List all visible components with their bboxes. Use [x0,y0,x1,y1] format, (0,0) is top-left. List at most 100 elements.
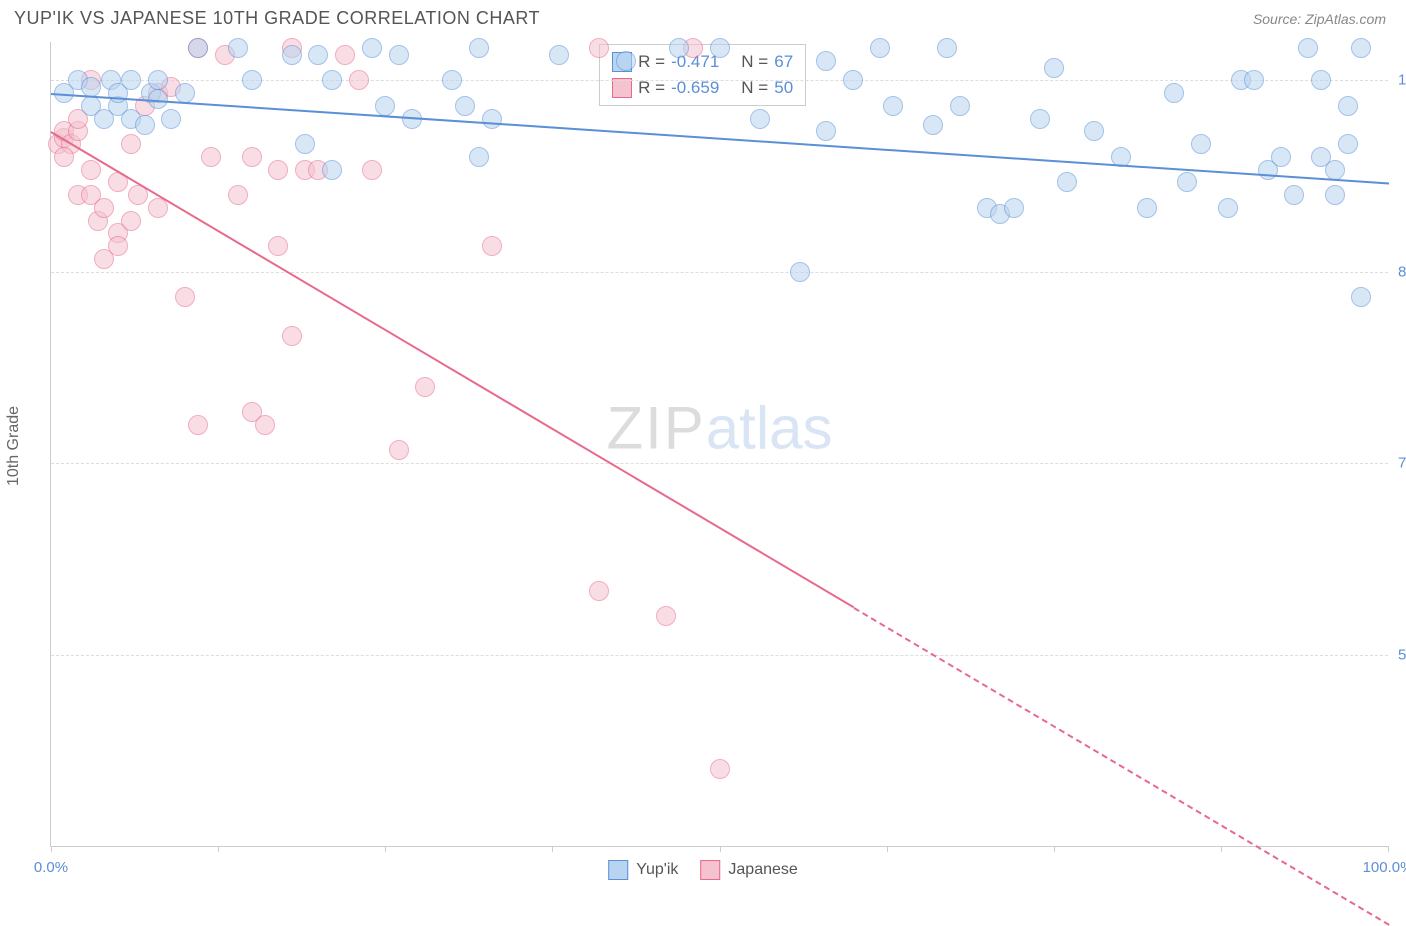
yupik-point [469,147,489,167]
legend-label: Yup'ik [636,861,678,879]
japanese-trendline [50,132,854,609]
yupik-point [121,70,141,90]
yupik-point [148,70,168,90]
x-tick [385,846,386,852]
x-tick [1221,846,1222,852]
x-tick [1054,846,1055,852]
yupik-point [375,96,395,116]
yupik-point [188,38,208,58]
x-tick-label: 100.0% [1363,859,1406,876]
yupik-point [1164,83,1184,103]
yupik-point [282,45,302,65]
yupik-point [1284,185,1304,205]
source-label: Source: ZipAtlas.com [1253,11,1386,27]
japanese-point [362,160,382,180]
chart-container: YUP'IK VS JAPANESE 10TH GRADE CORRELATIO… [0,0,1406,892]
yupik-point [161,109,181,129]
chart-title: YUP'IK VS JAPANESE 10TH GRADE CORRELATIO… [14,8,540,29]
japanese-point [228,185,248,205]
yupik-point [1351,38,1371,58]
yupik-point [950,96,970,116]
japanese-point [710,759,730,779]
yupik-point [228,38,248,58]
y-tick-label: 70.0% [1398,455,1406,472]
japanese-point [255,415,275,435]
yupik-point [1338,96,1358,116]
n-value: 50 [774,75,793,101]
yupik-point [750,109,770,129]
legend-label: Japanese [728,861,797,879]
y-tick-label: 100.0% [1398,72,1406,89]
yupik-point [1044,58,1064,78]
plot-area: ZIPatlas R = -0.471N = 67R = -0.659N = 5… [50,42,1388,847]
yupik-point [389,45,409,65]
yupik-point [616,51,636,71]
japanese-point [81,160,101,180]
yupik-point [1311,70,1331,90]
japanese-point [54,147,74,167]
japanese-point [335,45,355,65]
japanese-point [242,147,262,167]
japanese-point [389,440,409,460]
yupik-point [923,115,943,135]
yupik-point [870,38,890,58]
yupik-point [135,115,155,135]
yupik-point [1325,185,1345,205]
x-tick [887,846,888,852]
yupik-point [1244,70,1264,90]
legend-stats-row: R = -0.471N = 67 [612,49,793,75]
r-value: -0.659 [671,75,719,101]
yupik-point [442,70,462,90]
legend-item: Japanese [700,860,797,880]
japanese-point [589,38,609,58]
yupik-point [669,38,689,58]
yupik-point [549,45,569,65]
gridline [51,463,1388,464]
japanese-point [121,134,141,154]
japanese-point [268,236,288,256]
japanese-point [268,160,288,180]
plot-canvas: ZIPatlas R = -0.471N = 67R = -0.659N = 5… [50,42,1388,847]
yupik-point [469,38,489,58]
watermark-zip: ZIP [606,394,705,461]
legend-swatch [608,860,628,880]
legend-swatch [700,860,720,880]
n-prefix: N = [741,75,768,101]
yupik-point [322,160,342,180]
yupik-point [1271,147,1291,167]
y-tick-label: 55.0% [1398,646,1406,663]
x-tick [720,846,721,852]
gridline [51,655,1388,656]
yupik-point [710,38,730,58]
yupik-point [1177,172,1197,192]
yupik-point [175,83,195,103]
yupik-point [295,134,315,154]
japanese-point [656,606,676,626]
y-tick-label: 85.0% [1398,263,1406,280]
x-tick [1388,846,1389,852]
japanese-point [108,236,128,256]
gridline [51,272,1388,273]
watermark-atlas: atlas [706,394,833,461]
japanese-point [94,198,114,218]
japanese-point [589,581,609,601]
japanese-point [349,70,369,90]
n-prefix: N = [741,49,768,75]
yupik-point [1191,134,1211,154]
japanese-point [282,326,302,346]
yupik-point [455,96,475,116]
japanese-point [175,287,195,307]
yupik-point [81,77,101,97]
yupik-point [1351,287,1371,307]
legend-series: Yup'ik Japanese [608,860,798,880]
japanese-point [188,415,208,435]
japanese-point [201,147,221,167]
yupik-point [1030,109,1050,129]
yupik-point [790,262,810,282]
y-axis-title: 10th Grade [5,406,23,486]
x-tick [552,846,553,852]
legend-item: Yup'ik [608,860,678,880]
yupik-point [816,121,836,141]
n-value: 67 [774,49,793,75]
yupik-point [1325,160,1345,180]
